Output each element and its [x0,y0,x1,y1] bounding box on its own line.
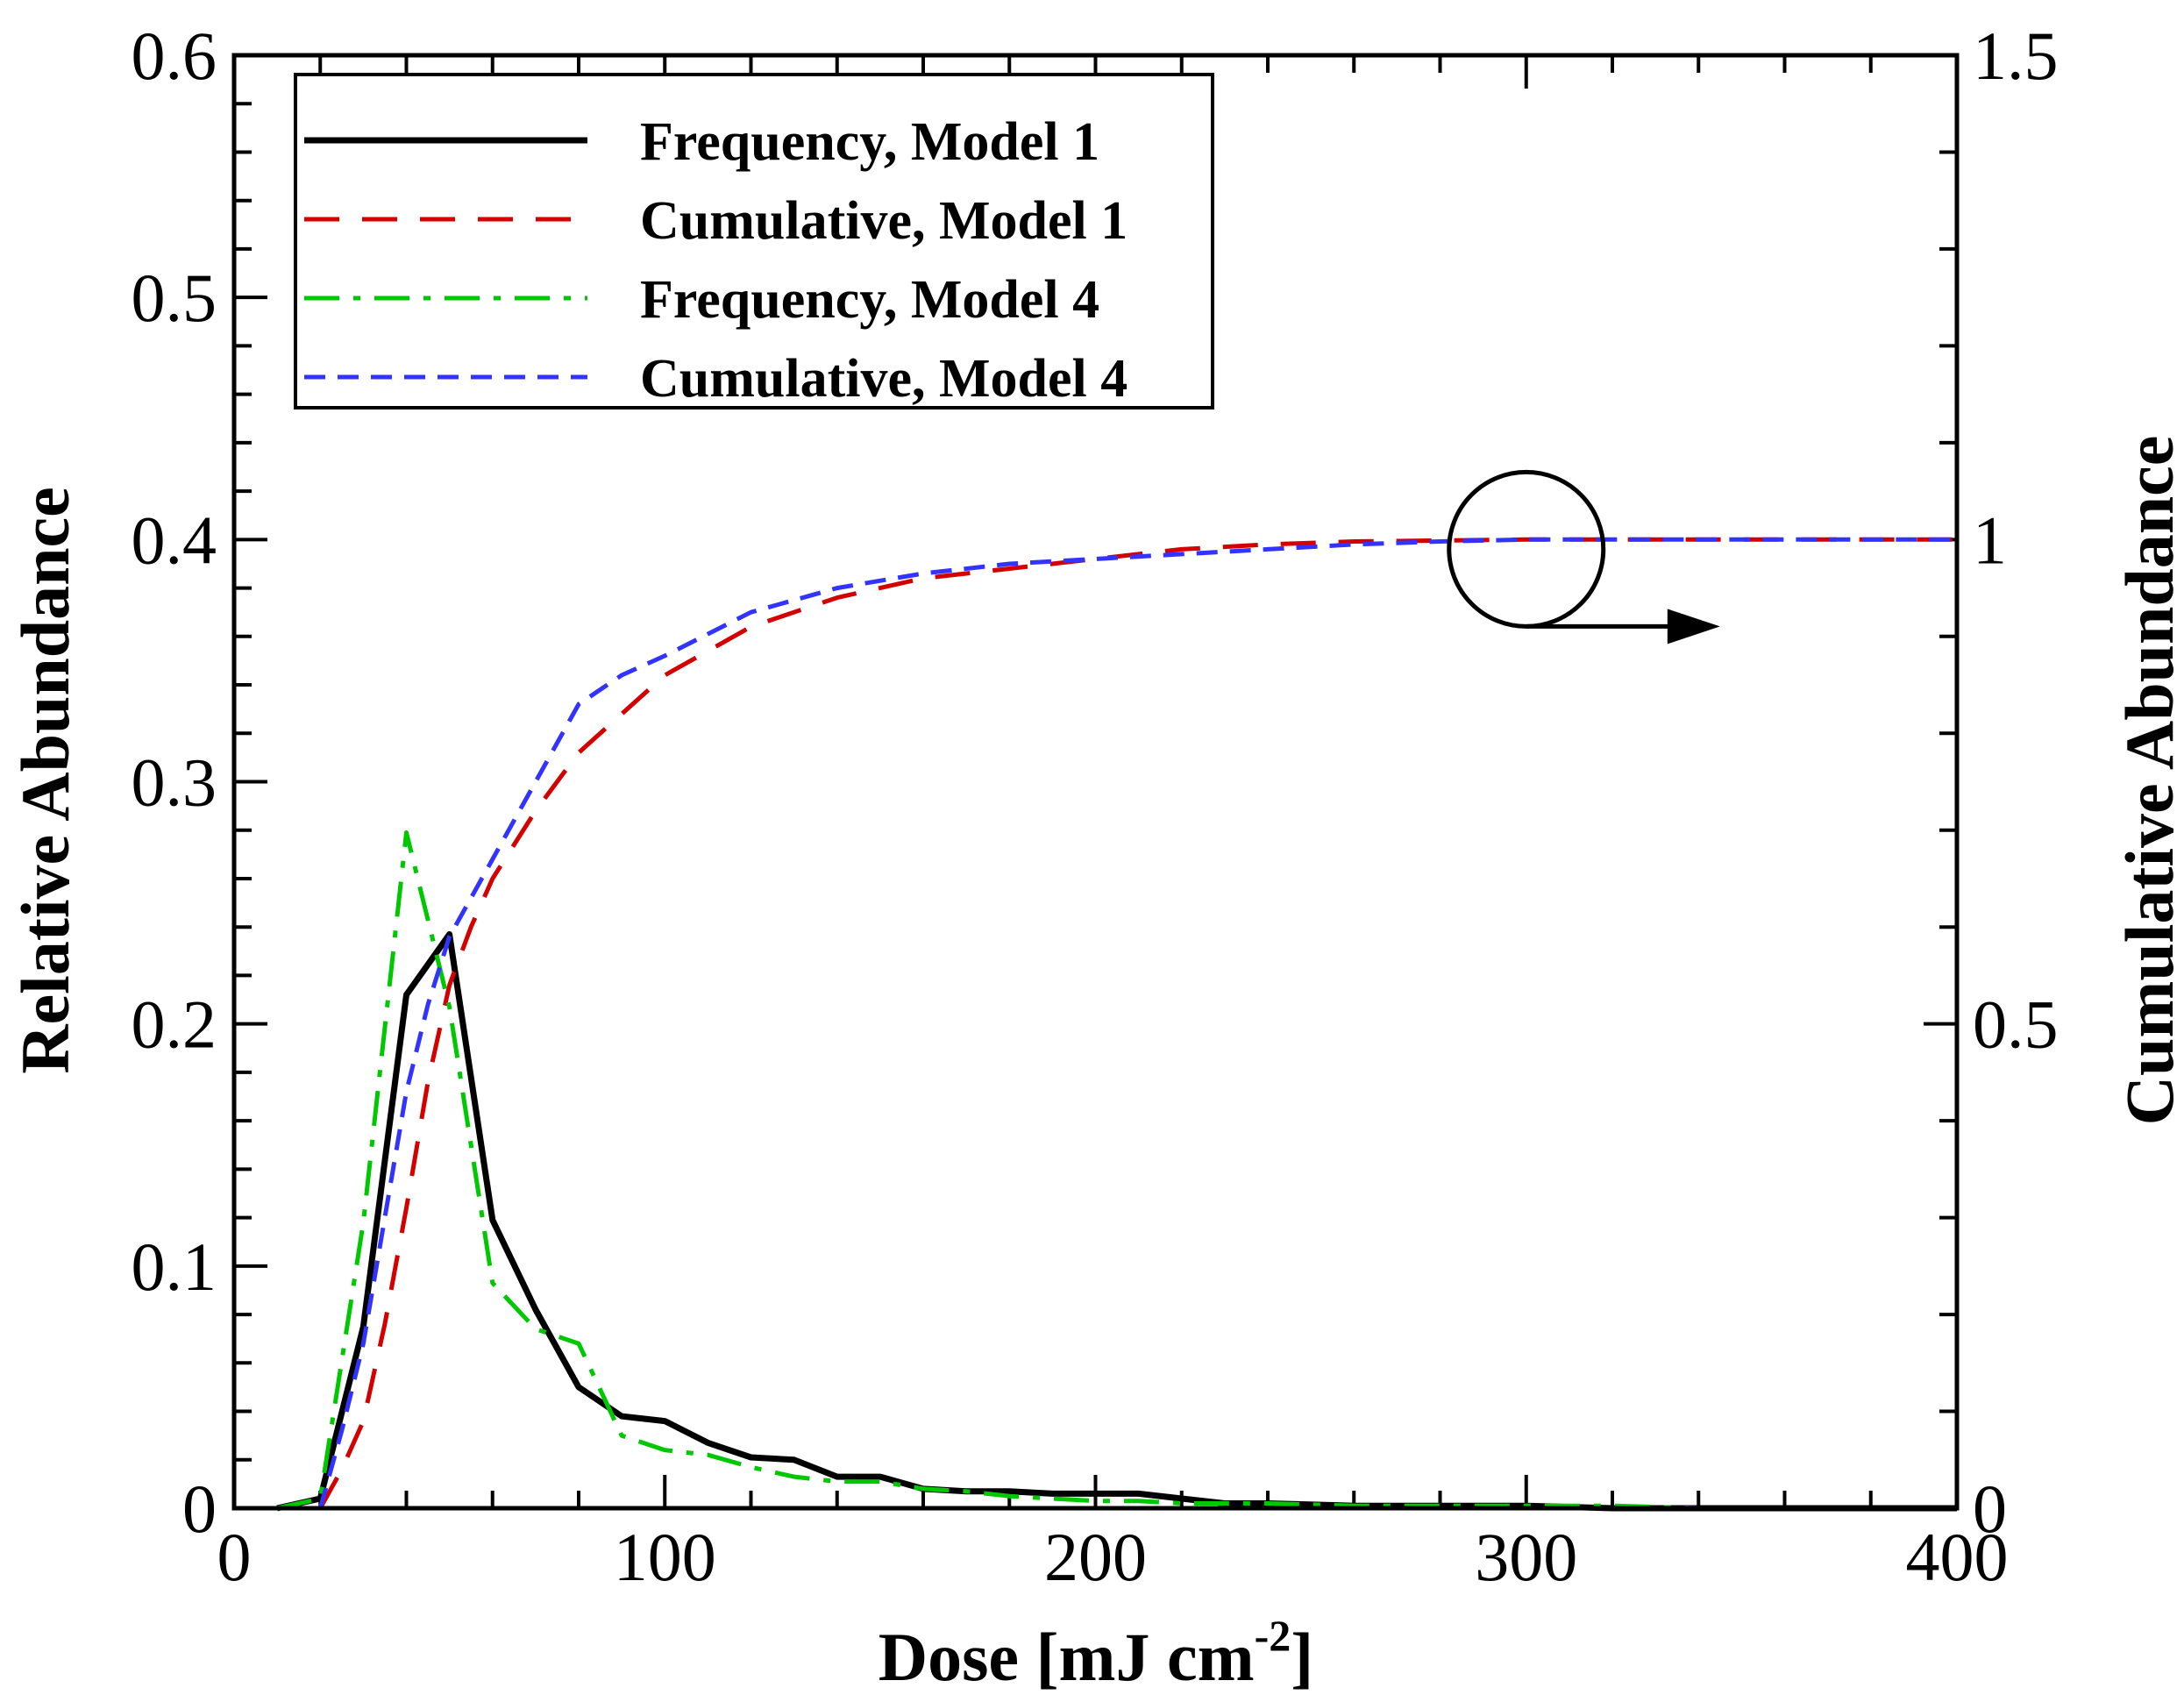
y-left-tick-label: 0.6 [132,18,217,94]
y-left-tick-label: 0.1 [132,1228,217,1305]
x-tick-label: 300 [1475,1519,1577,1595]
series-line-2 [318,537,1957,1510]
y-left-tick-labels: 0 0.1 0.2 0.3 0.4 0.5 0.6 [132,18,217,1547]
legend-label-3: Frequency, Model 4 [640,270,1099,330]
y-right-tick-labels: 0 0.5 1 1.5 [1973,18,2059,1547]
y-left-tick-label: 0 [182,1471,217,1547]
legend-label-4: Cumulative, Model 4 [640,349,1128,409]
x-tick-label: 400 [1906,1519,2009,1595]
y-right-axis-title: Cumulative Abundance [2111,436,2184,1126]
y-right-tick-label: 0 [1973,1471,2007,1547]
legend-label-2: Cumulative, Model 1 [640,191,1128,251]
legend-label-1: Frequency, Model 1 [640,112,1099,172]
x-axis-title-superscript: -2 [1255,1611,1291,1660]
indicator-arrow-head [1667,609,1720,644]
x-axis-title-end: ] [1291,1619,1313,1695]
x-axis-title-main: Dose [mJ cm [879,1619,1255,1695]
series-line-3 [276,830,1957,1511]
y-left-tick-label: 0.2 [132,986,217,1063]
y-right-tick-label: 1.5 [1973,18,2059,94]
y-right-tick-label: 1 [1973,502,2007,578]
legend-box [294,73,1214,409]
y-left-axis-title: Relative Abundance [7,487,83,1074]
x-tick-labels: 0 100 200 300 400 [217,1519,2009,1595]
y-left-tick-label: 0.4 [132,502,217,578]
series-line-4 [317,537,1957,1509]
y-left-tick-label: 0.5 [132,260,217,336]
legend: Frequency, Model 1 Cumulative, Model 1 Fre… [294,73,1214,409]
x-tick-label: 0 [217,1519,252,1595]
plot-frame [231,53,1960,1511]
y-left-tick-label: 0.3 [132,744,217,821]
x-tick-label: 100 [614,1519,716,1595]
plot-lines [276,537,1957,1512]
y-right-tick-label: 0.5 [1973,986,2059,1063]
minor-ticks [234,55,1957,1508]
cumulative-axis-indicator [1447,469,1720,644]
x-axis-title: Dose [mJ cm-2] [879,1611,1314,1695]
x-tick-label: 200 [1044,1519,1147,1595]
